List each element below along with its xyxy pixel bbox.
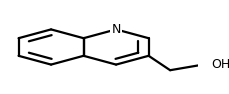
Text: OH: OH	[210, 58, 229, 71]
Text: N: N	[111, 23, 120, 36]
